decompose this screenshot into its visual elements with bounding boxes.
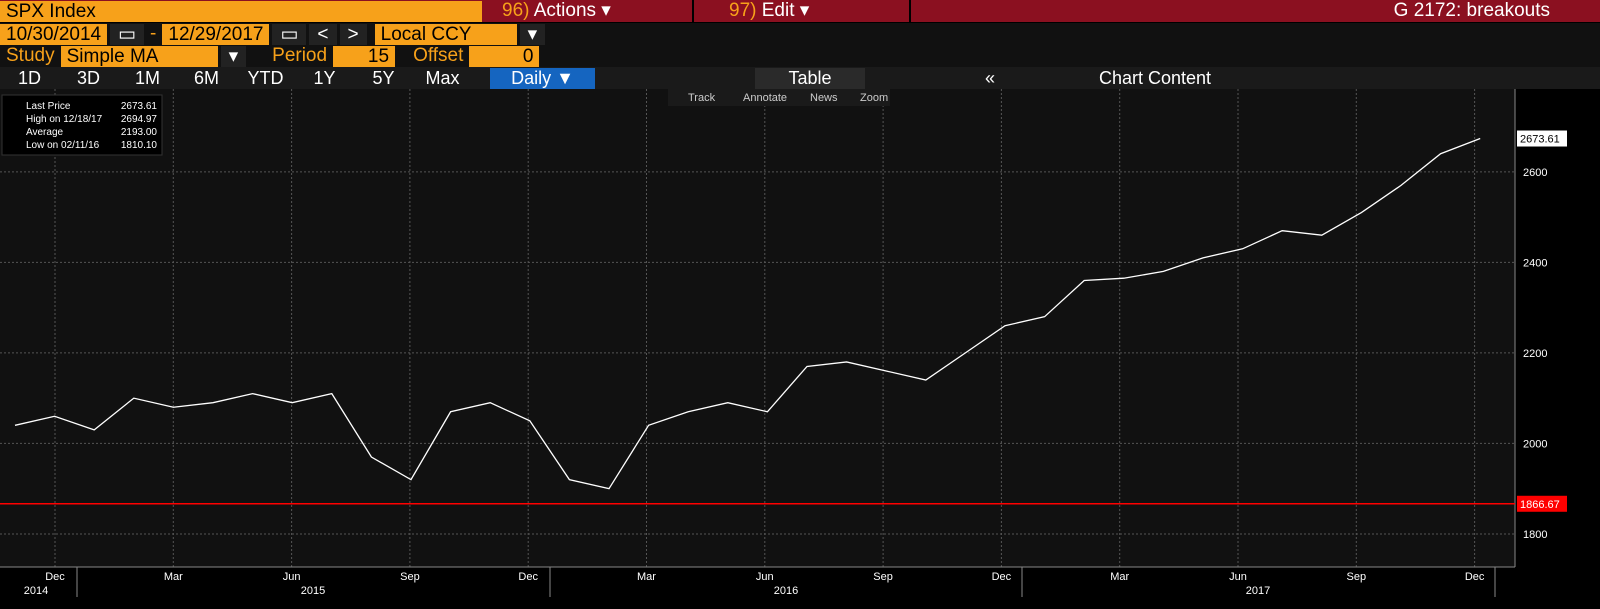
currency[interactable]: Local CCY [374,23,517,45]
study-label: Study [6,45,55,66]
edit-menu[interactable]: 97) Edit ▾ [692,0,909,22]
x-tick-label: Sep [873,571,893,583]
end-date[interactable]: 12/29/2017 [162,23,270,45]
threshold-label: 1866.67 [1520,499,1560,511]
x-tick-label: Mar [637,571,656,583]
legend-box [1,94,163,156]
range-button[interactable]: Max [425,67,460,88]
legend-label: Last Price [26,101,71,112]
range-button[interactable]: 1Y [313,67,336,88]
x-tick-label: Jun [756,571,774,583]
tool-button: Zoom [860,92,888,104]
study-value[interactable]: Simple MA [60,45,218,67]
plot-bg [0,89,1515,567]
x-tick-label: Mar [1110,571,1129,583]
tool-bar [668,89,890,106]
range-button[interactable]: 5Y [372,67,395,88]
x-tick-label: Sep [1347,571,1367,583]
range-button[interactable]: YTD [247,67,284,88]
y-tick-label: 2400 [1523,257,1547,269]
chart: 1800 2000 2200 2400 2600 Dec Mar Jun Sep Dec Mar Ju… [0,89,1567,597]
last-tag [1517,130,1567,147]
offset[interactable]: 0 [469,45,540,67]
last-price-label: 2673.61 [1520,134,1560,146]
dropdown[interactable]: ▾ [519,23,546,45]
x-tick-label: Mar [164,571,183,583]
actions-menu[interactable]: 96) Actions ▾ [482,0,692,22]
year-label: 2017 [1246,585,1270,597]
cal[interactable]: ▭ [110,23,145,45]
range-button[interactable]: 3D [76,67,100,88]
menu-num: 96) [502,0,530,21]
threshold-tag [1517,495,1567,512]
legend-value: 2193.00 [121,127,158,138]
range-button[interactable]: 1M [134,67,160,88]
x-tick-label: Jun [283,571,301,583]
frequency[interactable]: Daily ▼ [490,67,595,89]
y-tick-label: 2200 [1523,348,1547,360]
study-bar: Study Simple MA ▾ Period 15 Offset 0 [0,45,1600,67]
date-bar: 10/30/2014 ▭ - 12/29/2017 ▭ < > Local CCY ▾ [0,23,1600,45]
period[interactable]: 15 [333,45,396,67]
page-title: G 2172: breakouts [909,0,1600,22]
cal[interactable]: ▭ [272,23,307,45]
legend-value: 2673.61 [121,101,158,112]
y-tick-label: 2600 [1523,167,1547,179]
header-bar: SPX Index 96) Actions ▾ 97) Edit ▾ G 217… [0,0,1600,22]
range-button[interactable]: 6M [193,67,219,88]
x-tick-label: Dec [518,571,538,583]
tool-button: Track [688,92,716,104]
x-tick-label: Dec [992,571,1012,583]
price-line [14,137,1481,490]
y-tick-label: 2000 [1523,438,1547,450]
legend-label: Average [26,127,64,138]
legend-value: 2694.97 [121,114,158,125]
year-label: 2014 [24,585,48,597]
collapse[interactable]: « [984,67,995,88]
tool-button: Annotate [743,92,787,104]
range-button[interactable]: 1D [17,67,41,88]
table-button[interactable]: Table [755,67,865,89]
next[interactable]: > [339,23,367,45]
legend-label: Low on 02/11/16 [26,140,100,151]
year-label: 2015 [301,585,325,597]
legend-value: 1810.10 [121,140,158,151]
dash: - [150,23,157,44]
menu-text: Actions [533,0,597,21]
offset-label: Offset [413,45,464,66]
x-tick-label: Sep [400,571,420,583]
prev[interactable]: < [309,23,337,45]
tool-button: News [810,92,838,104]
start-date[interactable]: 10/30/2014 [0,23,108,45]
x-tick-label: Dec [1465,571,1485,583]
range-bar: 1D 3D 1M 6M YTD 1Y 5Y Max Daily ▼ Table « Chart Con… [0,67,1600,89]
menu-text: Edit [761,0,795,21]
y-tick-label: 1800 [1523,529,1547,541]
ticker: SPX Index [0,0,482,22]
dropdown[interactable]: ▾ [220,45,247,67]
legend-label: High on 12/18/17 [26,114,103,125]
period-label: Period [272,45,328,66]
year-label: 2016 [774,585,798,597]
menu-num: 97) [729,0,757,21]
chart-content[interactable]: Chart Content [1098,67,1212,88]
x-tick-label: Jun [1229,571,1247,583]
x-tick-label: Dec [45,571,65,583]
